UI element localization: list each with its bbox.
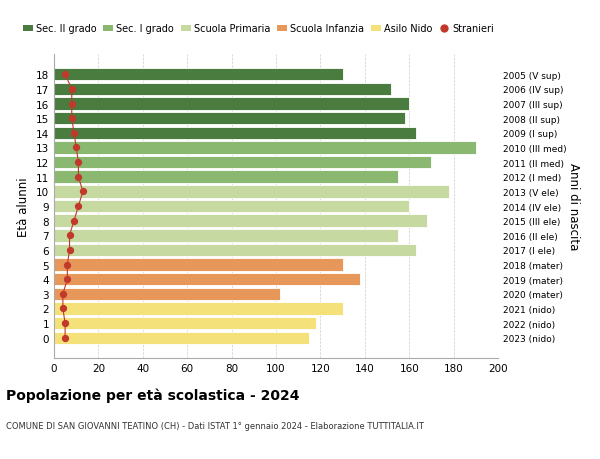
Point — [67, 101, 77, 108]
Point — [60, 320, 70, 327]
Point — [67, 86, 77, 93]
Point — [58, 291, 68, 298]
Y-axis label: Età alunni: Età alunni — [17, 177, 31, 236]
Point — [69, 130, 79, 137]
Point — [69, 218, 79, 225]
Bar — [54, 84, 391, 96]
Point — [65, 246, 74, 254]
Point — [74, 174, 83, 181]
Bar — [54, 142, 476, 154]
Bar — [54, 317, 316, 330]
Bar — [54, 288, 280, 301]
Bar — [54, 98, 409, 111]
Bar — [54, 157, 431, 169]
Bar — [54, 186, 449, 198]
Point — [71, 145, 81, 152]
Point — [58, 305, 68, 313]
Bar — [54, 274, 361, 286]
Point — [74, 203, 83, 210]
Bar — [54, 332, 310, 344]
Point — [65, 232, 74, 240]
Point — [62, 261, 72, 269]
Y-axis label: Anni di nascita: Anni di nascita — [568, 163, 580, 250]
Point — [60, 334, 70, 341]
Bar — [54, 112, 405, 125]
Legend: Sec. II grado, Sec. I grado, Scuola Primaria, Scuola Infanzia, Asilo Nido, Stran: Sec. II grado, Sec. I grado, Scuola Prim… — [19, 21, 499, 38]
Point — [62, 276, 72, 283]
Bar — [54, 244, 416, 257]
Bar — [54, 200, 409, 213]
Bar — [54, 171, 398, 184]
Bar — [54, 127, 416, 140]
Point — [60, 72, 70, 79]
Point — [67, 115, 77, 123]
Point — [78, 188, 88, 196]
Bar — [54, 215, 427, 227]
Bar — [54, 302, 343, 315]
Point — [74, 159, 83, 167]
Text: COMUNE DI SAN GIOVANNI TEATINO (CH) - Dati ISTAT 1° gennaio 2024 - Elaborazione : COMUNE DI SAN GIOVANNI TEATINO (CH) - Da… — [6, 421, 424, 431]
Bar — [54, 259, 343, 271]
Bar — [54, 69, 343, 81]
Text: Popolazione per età scolastica - 2024: Popolazione per età scolastica - 2024 — [6, 388, 299, 403]
Bar — [54, 230, 398, 242]
